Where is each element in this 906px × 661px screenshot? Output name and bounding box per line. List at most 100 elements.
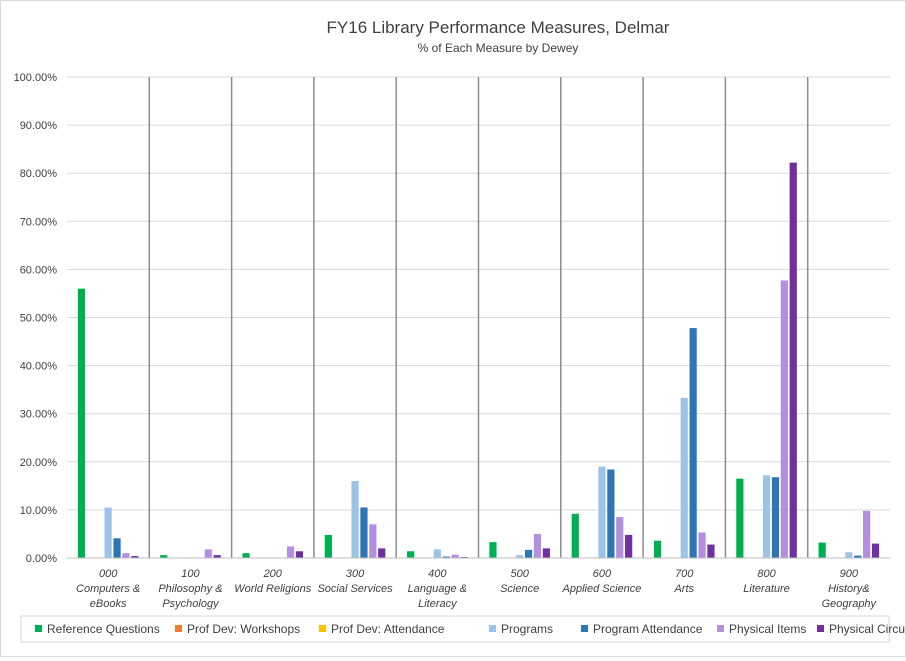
legend-swatch	[175, 625, 182, 632]
y-tick-label: 80.00%	[20, 168, 58, 180]
bar	[818, 542, 826, 558]
bar	[698, 532, 706, 558]
bar	[489, 542, 497, 558]
legend-label: Prof Dev: Workshops	[187, 622, 300, 636]
bar	[524, 549, 533, 558]
legend-label: Prof Dev: Attendance	[331, 622, 445, 636]
chart-subtitle: % of Each Measure by Dewey	[418, 41, 579, 55]
bar	[863, 510, 871, 558]
x-tick-label: Arts	[673, 583, 694, 595]
bar	[616, 517, 624, 558]
bar	[160, 555, 168, 558]
bar	[571, 513, 579, 558]
y-tick-label: 10.00%	[20, 505, 58, 517]
bar	[324, 534, 332, 558]
x-tick-label: eBooks	[90, 598, 127, 610]
legend-label: Physical Items	[729, 622, 806, 636]
bar	[451, 554, 459, 558]
bars	[77, 162, 880, 559]
bar	[516, 555, 524, 558]
x-tick-label: 600	[593, 568, 612, 580]
x-tick-label: 200	[263, 568, 283, 580]
x-tick-label: Literacy	[418, 598, 458, 610]
y-tick-label: 90.00%	[20, 120, 58, 132]
y-tick-label: 40.00%	[20, 361, 58, 373]
bar	[762, 475, 771, 558]
x-tick-label: 400	[428, 568, 447, 580]
bar	[736, 478, 744, 558]
legend-swatch	[319, 625, 326, 632]
x-tick-label: Literature	[743, 583, 789, 595]
legend-swatch	[817, 625, 824, 632]
legend-label: Programs	[501, 622, 553, 636]
x-axis: 000 Computers & eBooks 100 Philosophy & Psych…	[67, 557, 890, 610]
bar	[680, 397, 688, 558]
bar	[598, 466, 606, 558]
bar	[771, 477, 780, 558]
bar	[854, 555, 862, 558]
legend-swatch	[717, 625, 724, 632]
bar	[433, 549, 441, 558]
legend-swatch	[489, 625, 496, 632]
x-tick-label: 700	[675, 568, 694, 580]
bar	[607, 469, 615, 558]
x-tick-label: Philosophy &	[158, 583, 222, 595]
bar	[286, 546, 295, 558]
x-tick-label: Computers &	[76, 583, 140, 595]
legend-swatch	[35, 625, 42, 632]
x-tick-label: 300	[346, 568, 365, 580]
legend-label: Program Attendance	[593, 622, 703, 636]
y-tick-label: 100.00%	[14, 72, 58, 84]
x-tick-label: Applied Science	[562, 583, 642, 595]
bar	[242, 553, 250, 558]
chart-title: FY16 Library Performance Measures, Delma…	[327, 18, 670, 37]
x-tick-label: 500	[510, 568, 529, 580]
bar	[533, 533, 542, 558]
bar	[104, 507, 112, 558]
y-tick-label: 60.00%	[20, 264, 58, 276]
x-tick-label: 800	[757, 568, 776, 580]
legend-box	[20, 615, 890, 643]
bar	[204, 549, 212, 558]
x-tick-label: World Religions	[234, 583, 312, 595]
y-tick-label: 70.00%	[20, 216, 58, 228]
bar	[442, 556, 450, 558]
legend: Reference Questions Prof Dev: Workshops Pr…	[20, 615, 906, 643]
bar	[213, 555, 221, 558]
legend-swatch	[581, 625, 588, 632]
bar	[780, 280, 788, 558]
bar	[77, 288, 86, 558]
legend-label: Physical Circulation	[829, 622, 905, 636]
bar	[845, 552, 853, 558]
x-tick-label: 900	[840, 568, 859, 580]
bar	[653, 540, 662, 558]
x-tick-label: 100	[181, 568, 200, 580]
x-tick-label: Social Services	[317, 583, 393, 595]
y-tick-label: 20.00%	[20, 457, 58, 469]
x-tick-label: 000	[99, 568, 118, 580]
bar	[871, 543, 880, 558]
bar	[689, 328, 697, 558]
x-tick-label: Language &	[408, 583, 467, 595]
bar	[122, 553, 130, 558]
bar	[789, 162, 797, 559]
x-tick-label: Science	[500, 583, 539, 595]
x-tick-label: Psychology	[162, 598, 220, 610]
y-tick-label: 0.00%	[26, 553, 57, 565]
bar	[625, 534, 633, 558]
y-tick-label: 50.00%	[20, 313, 58, 325]
x-tick-label: Geography	[822, 598, 878, 610]
category-separators	[148, 77, 809, 558]
bar	[351, 481, 359, 558]
bar	[542, 548, 550, 558]
bar	[369, 524, 377, 558]
legend-label: Reference Questions	[47, 622, 160, 636]
y-tick-label: 30.00%	[20, 409, 58, 421]
bar	[295, 551, 304, 558]
y-axis: 0.00% 10.00% 20.00% 30.00% 40.00% 50.00% 60.00…	[14, 72, 58, 565]
bar	[113, 538, 121, 558]
bar	[378, 548, 386, 558]
bar	[131, 556, 139, 558]
